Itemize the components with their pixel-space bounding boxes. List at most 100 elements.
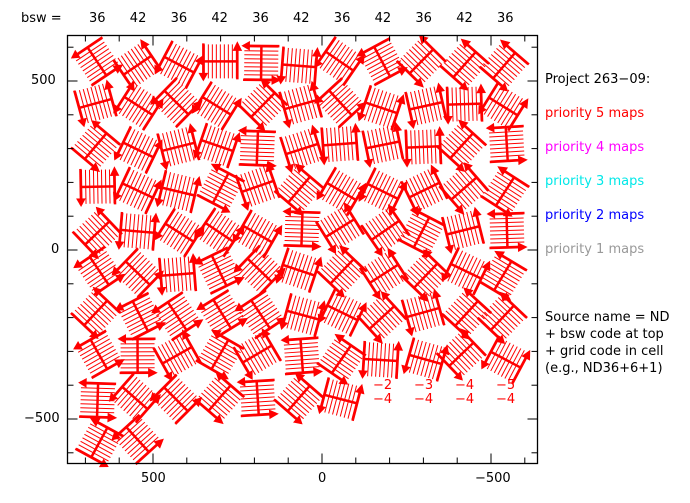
map-footprint: [112, 39, 163, 92]
bsw-code: 42: [211, 11, 228, 26]
map-footprint: [440, 206, 486, 254]
map-footprint: [117, 334, 158, 378]
map-footprint: [71, 206, 123, 260]
map-footprint: [360, 204, 411, 257]
map-footprint: [481, 335, 531, 385]
bsw-code: 42: [374, 11, 392, 26]
map-footprint: [404, 82, 448, 130]
map-footprint: [232, 209, 283, 259]
legend-note-4: (e.g., ND36+6+1): [545, 361, 663, 376]
bsw-code: 36: [89, 11, 106, 26]
map-footprint: [438, 162, 490, 215]
legend-priority-5: priority 5 maps: [545, 106, 645, 121]
grid-code-1-bottom: −4: [373, 392, 393, 407]
map-footprint: [274, 247, 323, 294]
map-footprint: [74, 417, 124, 468]
grid-code-4-bottom: −4: [496, 392, 516, 407]
map-footprint: [356, 84, 406, 131]
map-footprint: [234, 161, 281, 211]
grid-code-4-top: −5: [496, 378, 516, 393]
map-footprint: [241, 40, 282, 85]
map-footprint: [316, 333, 367, 385]
bsw-code: 36: [333, 11, 351, 26]
map-footprint: [76, 166, 120, 207]
map-footprint: [358, 247, 410, 300]
map-footprint: [358, 340, 403, 380]
map-footprint: [478, 39, 530, 92]
map-footprint: [78, 378, 118, 423]
map-footprint: [237, 78, 289, 132]
map-footprint: [196, 289, 249, 339]
map-footprint: [356, 291, 408, 344]
map-footprint: [154, 40, 204, 90]
map-footprint: [280, 334, 324, 377]
legend-note-2: + bsw code at top: [545, 327, 664, 342]
map-footprint: [156, 123, 201, 171]
map-footprint: [478, 81, 529, 132]
map-footprint: [156, 253, 199, 296]
map-footprint: [317, 288, 367, 338]
bsw-code: 36: [415, 11, 432, 26]
map-footprint: [73, 329, 125, 380]
axis-ticks: [67, 35, 538, 464]
map-footprint: [236, 376, 279, 420]
legend-priority-4: priority 4 maps: [545, 140, 645, 155]
map-footprint: [150, 76, 203, 129]
y-tick-500: 500: [31, 73, 56, 88]
bsw-code: 42: [129, 11, 147, 26]
map-footprint: [395, 35, 448, 88]
grid-code-1-top: −2: [373, 378, 393, 393]
y-tick-0: 0: [51, 242, 60, 257]
map-footprint: [276, 46, 322, 86]
x-tick-0: 0: [318, 471, 327, 486]
map-footprint: [278, 80, 324, 129]
map-footprint: [73, 79, 118, 128]
map-footprint: [273, 372, 325, 425]
grid-code-2-bottom: −4: [414, 392, 434, 407]
map-footprint: [70, 286, 122, 340]
legend-priority-3: priority 3 maps: [545, 174, 645, 189]
map-footprint: [111, 247, 164, 299]
legend-note-3: + grid code in cell: [545, 344, 664, 359]
grid-code-3-bottom: −4: [455, 392, 475, 407]
grid-code-2-top: −3: [414, 378, 434, 393]
map-footprint: [314, 77, 367, 129]
map-footprint: [114, 291, 166, 341]
map-footprint: [108, 372, 161, 424]
bsw-code: 36: [497, 11, 514, 26]
y-tick-neg500: −500: [24, 411, 60, 426]
map-footprint: [282, 206, 322, 252]
map-footprint: [397, 208, 446, 258]
map-footprint: [113, 80, 164, 131]
map-footprint: [314, 202, 366, 255]
map-footprint: [273, 163, 325, 216]
legend-title: Project 263−09:: [545, 72, 651, 87]
map-footprint: [237, 125, 277, 171]
map-footprint: [401, 337, 450, 382]
map-footprint: [435, 328, 487, 381]
map-footprint: [152, 329, 202, 382]
bsw-code: 36: [170, 11, 188, 26]
map-footprint: [232, 328, 283, 380]
map-footprint: [70, 36, 124, 87]
map-footprint: [400, 249, 452, 302]
map-footprint: [194, 372, 246, 425]
map-footprint: [358, 167, 407, 216]
map-footprint: [191, 80, 242, 131]
map-footprint: [443, 83, 487, 125]
map-footprint: [441, 247, 491, 296]
map-footprint: [234, 289, 287, 340]
map-footprint: [479, 166, 531, 217]
legend-priority-2: priority 2 maps: [545, 208, 645, 223]
map-footprint: [70, 120, 122, 173]
x-tick-500: 500: [141, 471, 166, 486]
map-footprint: [314, 35, 365, 87]
map-footprint: [318, 122, 361, 166]
map-footprint: [111, 413, 164, 466]
bsw-code: 36: [252, 11, 269, 26]
map-footprint: [149, 373, 203, 425]
map-footprint: [316, 377, 365, 422]
map-footprint: [198, 41, 243, 82]
map-footprint: [192, 122, 242, 169]
map-footprint: [279, 124, 325, 174]
